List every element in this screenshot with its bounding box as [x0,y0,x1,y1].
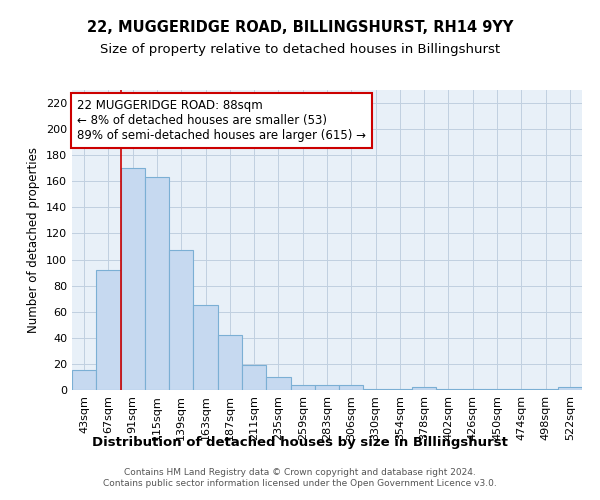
Text: Size of property relative to detached houses in Billingshurst: Size of property relative to detached ho… [100,42,500,56]
Bar [388,388,412,390]
Y-axis label: Number of detached properties: Number of detached properties [28,147,40,333]
Bar [145,178,169,390]
Bar [218,335,242,390]
Bar [193,305,218,390]
Bar [412,388,436,390]
Bar [266,377,290,390]
Text: Contains HM Land Registry data © Crown copyright and database right 2024.
Contai: Contains HM Land Registry data © Crown c… [103,468,497,487]
Bar [315,385,339,390]
Bar [290,385,315,390]
Bar [509,388,533,390]
Bar [121,168,145,390]
Text: 22, MUGGERIDGE ROAD, BILLINGSHURST, RH14 9YY: 22, MUGGERIDGE ROAD, BILLINGSHURST, RH14… [87,20,513,35]
Bar [242,365,266,390]
Bar [485,388,509,390]
Bar [72,370,96,390]
Bar [533,388,558,390]
Text: Distribution of detached houses by size in Billingshurst: Distribution of detached houses by size … [92,436,508,449]
Bar [96,270,121,390]
Bar [339,385,364,390]
Bar [558,388,582,390]
Bar [364,388,388,390]
Bar [461,388,485,390]
Bar [436,388,461,390]
Bar [169,250,193,390]
Text: 22 MUGGERIDGE ROAD: 88sqm
← 8% of detached houses are smaller (53)
89% of semi-d: 22 MUGGERIDGE ROAD: 88sqm ← 8% of detach… [77,99,366,142]
